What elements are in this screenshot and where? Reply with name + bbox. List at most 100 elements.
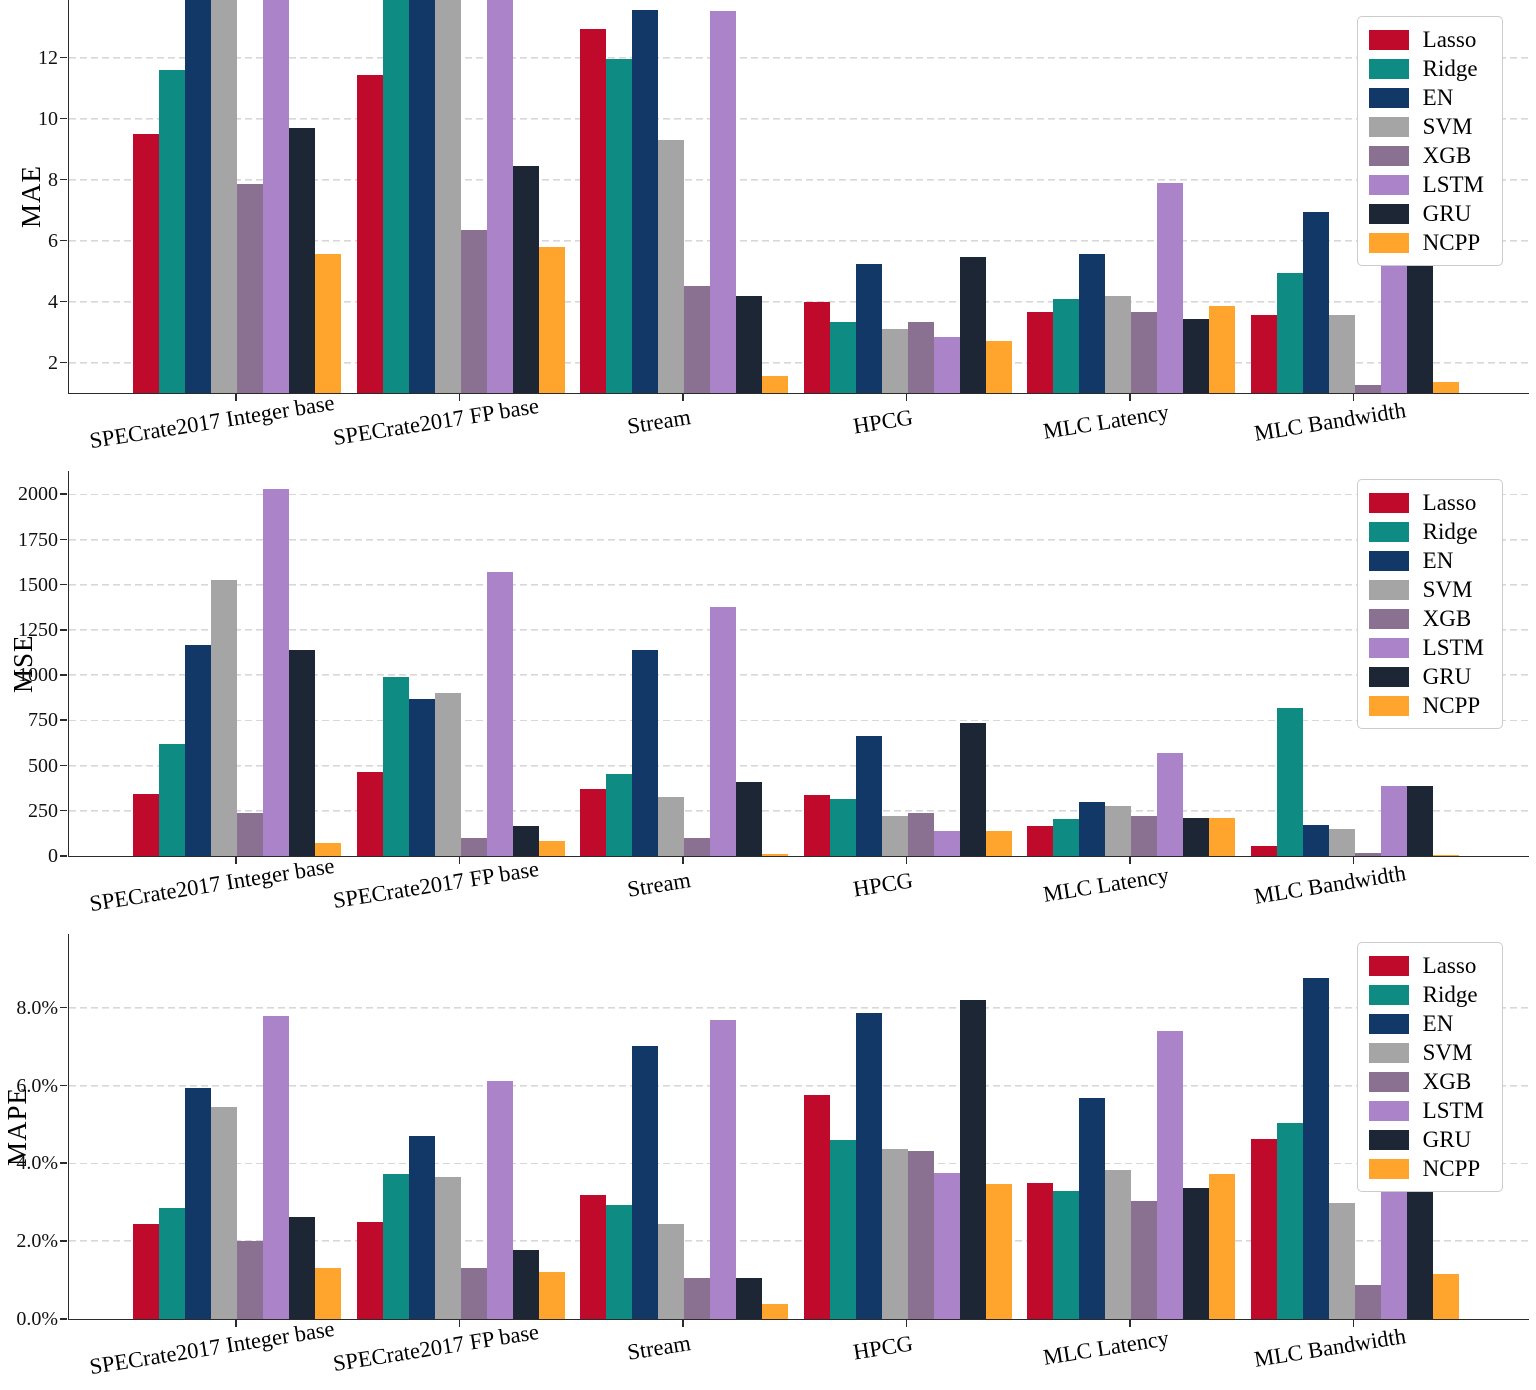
- bar-group-1: [133, 471, 341, 856]
- bar-svm-3: [658, 140, 684, 393]
- y-tick-label: 8: [48, 168, 58, 191]
- bar-ncpp-6: [1432, 382, 1459, 393]
- legend-label-en: EN: [1422, 85, 1454, 110]
- legend-swatch-lstm: [1368, 1100, 1409, 1121]
- legend-label-ridge: Ridge: [1422, 982, 1478, 1007]
- bar-ridge-2: [382, 1174, 409, 1319]
- legend-item-lasso: Lasso: [1368, 951, 1484, 980]
- category-label-4: HPCG: [850, 1330, 915, 1365]
- legend-item-lasso: Lasso: [1368, 25, 1484, 54]
- bar-ncpp-6: [1432, 854, 1459, 856]
- legend-item-lstm: LSTM: [1368, 633, 1484, 662]
- x-tick-mark: [235, 857, 237, 864]
- bar-lasso-3: [580, 28, 606, 393]
- bar-en-4: [855, 1012, 882, 1319]
- bar-lstm-2: [486, 571, 513, 856]
- bar-lstm-5: [1157, 1031, 1183, 1319]
- bar-xgb-2: [460, 1268, 487, 1319]
- bar-xgb-1: [237, 813, 263, 856]
- legend-swatch-ncpp: [1368, 1158, 1409, 1179]
- bar-xgb-5: [1131, 816, 1157, 856]
- gridline-y-750: [69, 719, 1529, 722]
- bar-lasso-2: [356, 1221, 383, 1319]
- bar-ridge-6: [1276, 1123, 1303, 1319]
- bar-group-1: [133, 0, 341, 393]
- bar-en-5: [1079, 801, 1105, 856]
- legend-swatch-lstm: [1368, 637, 1409, 658]
- gridline-y-500: [69, 764, 1529, 767]
- bar-ridge-4: [829, 799, 856, 856]
- bar-en-1: [185, 645, 211, 856]
- bar-gru-2: [512, 1250, 539, 1319]
- bar-en-6: [1302, 977, 1329, 1319]
- legend-label-xgb: XGB: [1422, 606, 1472, 631]
- y-tick-label: 8.0%: [16, 996, 58, 1019]
- y-tick-mark: [60, 1162, 67, 1165]
- x-tick-mark: [682, 394, 684, 401]
- legend-item-svm: SVM: [1368, 1038, 1484, 1067]
- y-tick-label: 6.0%: [16, 1074, 58, 1097]
- y-tick-mark: [60, 361, 67, 364]
- legend-item-svm: SVM: [1368, 575, 1484, 604]
- bar-ncpp-2: [538, 840, 565, 856]
- category-label-4: HPCG: [850, 404, 915, 439]
- bar-lasso-5: [1027, 311, 1053, 393]
- y-tick-label: 6: [48, 229, 58, 252]
- gridline-y-10: [69, 117, 1529, 120]
- legend: Lasso Ridge EN SVM XGB LSTM GRU NCPP: [1356, 942, 1503, 1192]
- bar-ridge-5: [1053, 298, 1079, 393]
- y-tick-mark: [60, 178, 67, 181]
- bar-gru-1: [289, 127, 315, 393]
- legend-item-xgb: XGB: [1368, 604, 1484, 633]
- bar-lstm-5: [1157, 753, 1183, 856]
- bar-group-2: [356, 934, 565, 1319]
- y-tick-mark: [60, 1240, 67, 1242]
- bar-xgb-4: [907, 813, 934, 856]
- bar-xgb-3: [684, 837, 710, 856]
- legend-swatch-en: [1368, 1013, 1409, 1034]
- legend-label-xgb: XGB: [1422, 1069, 1472, 1094]
- bar-ncpp-4: [985, 831, 1012, 856]
- bar-ridge-4: [829, 1140, 856, 1319]
- gridline-y-2: [69, 1240, 1529, 1243]
- bar-svm-4: [881, 816, 908, 856]
- y-tick-mark: [60, 1084, 67, 1087]
- bar-xgb-1: [237, 1240, 263, 1319]
- bar-xgb-4: [907, 1151, 934, 1319]
- bar-svm-6: [1328, 315, 1355, 393]
- bar-svm-2: [434, 0, 461, 393]
- bar-en-1: [185, 1088, 211, 1319]
- legend-label-ridge: Ridge: [1422, 56, 1478, 81]
- legend-item-lstm: LSTM: [1368, 170, 1484, 199]
- gridline-y-1500: [69, 583, 1529, 586]
- x-tick-mark: [235, 394, 237, 401]
- bar-xgb-3: [684, 1277, 710, 1319]
- bar-lasso-3: [580, 1194, 606, 1319]
- bar-xgb-5: [1131, 311, 1157, 393]
- bar-svm-5: [1105, 806, 1131, 856]
- bar-group-6: [1250, 934, 1459, 1319]
- y-tick-mark: [60, 300, 67, 303]
- bar-lstm-2: [486, 0, 513, 393]
- bar-ncpp-3: [762, 1303, 788, 1319]
- bar-lasso-6: [1250, 846, 1277, 856]
- legend: Lasso Ridge EN SVM XGB LSTM GRU NCPP: [1356, 16, 1503, 266]
- legend-label-svm: SVM: [1422, 577, 1473, 602]
- gridline-y-1250: [69, 629, 1529, 632]
- bar-gru-2: [512, 825, 539, 856]
- bar-svm-5: [1105, 295, 1131, 393]
- bar-lasso-6: [1250, 1139, 1277, 1319]
- bar-ncpp-4: [985, 340, 1012, 393]
- bar-gru-3: [736, 296, 762, 393]
- y-tick-mark: [60, 1318, 67, 1320]
- category-label-2: SPECrate2017 FP base: [330, 1318, 541, 1377]
- bar-lstm-6: [1380, 786, 1407, 856]
- legend-item-ridge: Ridge: [1368, 980, 1484, 1009]
- legend-swatch-lasso: [1368, 955, 1409, 976]
- bar-ridge-3: [606, 59, 632, 393]
- bar-lasso-3: [580, 788, 606, 856]
- legend-item-ncpp: NCPP: [1368, 228, 1484, 257]
- bar-xgb-3: [684, 286, 710, 393]
- legend-swatch-ridge: [1368, 984, 1409, 1005]
- legend-item-en: EN: [1368, 1009, 1484, 1038]
